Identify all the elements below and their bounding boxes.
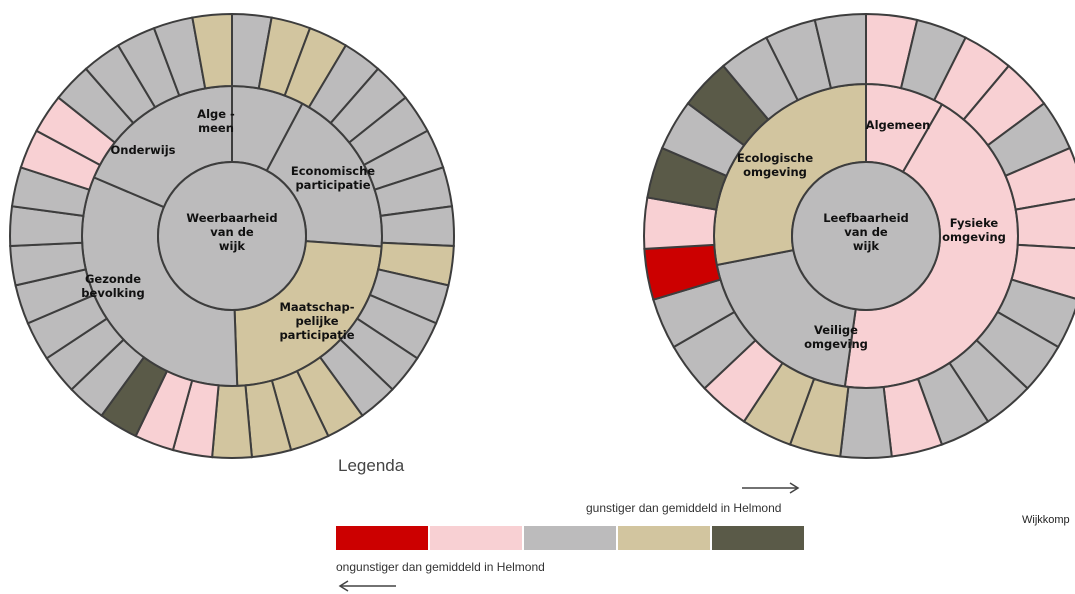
sunburst-chart: Leefbaarheid van de wijk Algemeen Fysieke omg…	[643, 12, 1075, 459]
legend-title: Legenda	[338, 456, 405, 475]
category-label: Gezonde bevolking	[81, 272, 144, 300]
center-circle	[157, 161, 307, 311]
legend-favorable-text: gunstiger dan gemiddeld in Helmond	[586, 501, 782, 515]
category-label: Veilige omgeving	[804, 323, 868, 351]
legend-swatch	[618, 526, 710, 550]
category-label: Fysieke omgeving	[942, 216, 1006, 244]
sunburst-charts: Weerbaarheid van de wijk Alge -meen Economis…	[9, 12, 1075, 459]
legend-unfavorable-text: ongunstiger dan gemiddeld in Helmond	[336, 560, 545, 574]
sunburst-chart: Weerbaarheid van de wijk Alge -meen Economis…	[9, 12, 455, 459]
category-label: Maatschap-pelijke participatie	[279, 300, 354, 342]
legend-swatch	[430, 526, 522, 550]
indicator-segment	[813, 12, 867, 90]
center-circle	[791, 161, 941, 311]
legend-swatch	[336, 526, 428, 550]
center-label: Leefbaarheid van de wijk	[823, 211, 909, 253]
legend-color-scale	[336, 526, 804, 550]
category-label: Ecologische omgeving	[737, 151, 813, 179]
arrow-right-icon	[742, 482, 800, 494]
legend-swatch	[524, 526, 616, 550]
indicator-segment	[191, 12, 233, 90]
arrow-left-icon	[338, 580, 396, 592]
category-label: Onderwijs	[110, 143, 175, 157]
category-label: Algemeen	[866, 118, 931, 132]
center-label: Weerbaarheid van de wijk	[186, 211, 277, 253]
footer-text: Wijkkomp	[1022, 514, 1070, 526]
category-label: Alge -meen	[197, 107, 235, 135]
category-label: Economische participatie	[291, 164, 375, 192]
legend-swatch	[712, 526, 804, 550]
